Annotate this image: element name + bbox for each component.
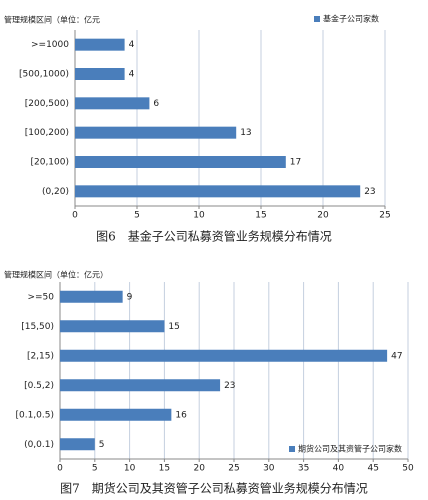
bar	[75, 126, 237, 139]
data-label: 4	[129, 70, 135, 80]
y-tick-label: >=50	[27, 292, 54, 302]
y-tick-label: (0,20)	[42, 187, 69, 197]
bar	[75, 68, 125, 80]
x-tick-label: 25	[379, 211, 390, 221]
data-label: 23	[364, 187, 375, 197]
x-tick-label: 10	[193, 211, 205, 221]
y-tick-label: [20,100)	[30, 158, 69, 168]
x-tick-label: 5	[92, 464, 98, 474]
bar	[75, 97, 150, 110]
y-tick-label: >=1000	[31, 40, 69, 50]
y-tick-label: [15,50)	[21, 322, 54, 332]
y-tick-label: [0.5,2)	[24, 381, 54, 391]
axis-label: 管理规模区间（单位：亿元	[4, 15, 100, 25]
data-label: 23	[224, 381, 235, 391]
bar	[60, 438, 95, 451]
data-label: 13	[240, 128, 251, 138]
x-tick-label: 40	[333, 464, 345, 474]
bar	[60, 320, 165, 333]
data-label: 4	[129, 40, 135, 50]
y-tick-label: [0.1,0.5)	[15, 410, 54, 420]
bar	[60, 290, 123, 303]
data-label: 47	[391, 351, 402, 361]
data-label: 17	[290, 158, 301, 168]
x-tick-label: 20	[193, 464, 205, 474]
legend-label: 基金子公司家数	[323, 14, 379, 24]
y-tick-label: [2,15)	[27, 351, 54, 361]
axis-label: 管理规模区间（单位：亿元）	[4, 270, 108, 280]
data-label: 9	[127, 292, 133, 302]
legend-swatch	[314, 16, 320, 22]
bar	[60, 379, 221, 392]
y-tick-label: [100,200)	[25, 128, 69, 138]
x-tick-label: 45	[367, 464, 378, 474]
x-tick-label: 25	[228, 464, 239, 474]
x-tick-label: 50	[402, 464, 414, 474]
legend-swatch	[289, 446, 295, 452]
bar	[75, 185, 361, 198]
y-tick-label: [500,1000)	[19, 70, 69, 80]
x-tick-label: 35	[298, 464, 309, 474]
x-tick-label: 15	[159, 464, 170, 474]
x-tick-label: 20	[317, 211, 329, 221]
bar	[75, 156, 286, 168]
data-label: 5	[99, 440, 105, 450]
x-tick-label: 0	[57, 464, 63, 474]
bar	[75, 38, 125, 51]
x-tick-label: 10	[124, 464, 136, 474]
y-tick-label: [200,500)	[25, 99, 69, 109]
bar	[60, 408, 172, 421]
x-tick-label: 15	[255, 211, 266, 221]
caption: 图7 期货公司及其资管子公司私募资管业务规模分布情况	[60, 481, 368, 496]
y-tick-label: (0,0.1)	[24, 440, 54, 450]
caption: 图6 基金子公司私募资管业务规模分布情况	[96, 229, 332, 244]
bar	[60, 349, 388, 362]
x-tick-label: 0	[72, 211, 78, 221]
x-tick-label: 5	[134, 211, 140, 221]
legend-label: 期货公司及其资管子公司家数	[298, 444, 402, 454]
data-label: 16	[175, 410, 187, 420]
data-label: 6	[153, 99, 159, 109]
x-tick-label: 30	[263, 464, 275, 474]
data-label: 15	[168, 322, 179, 332]
